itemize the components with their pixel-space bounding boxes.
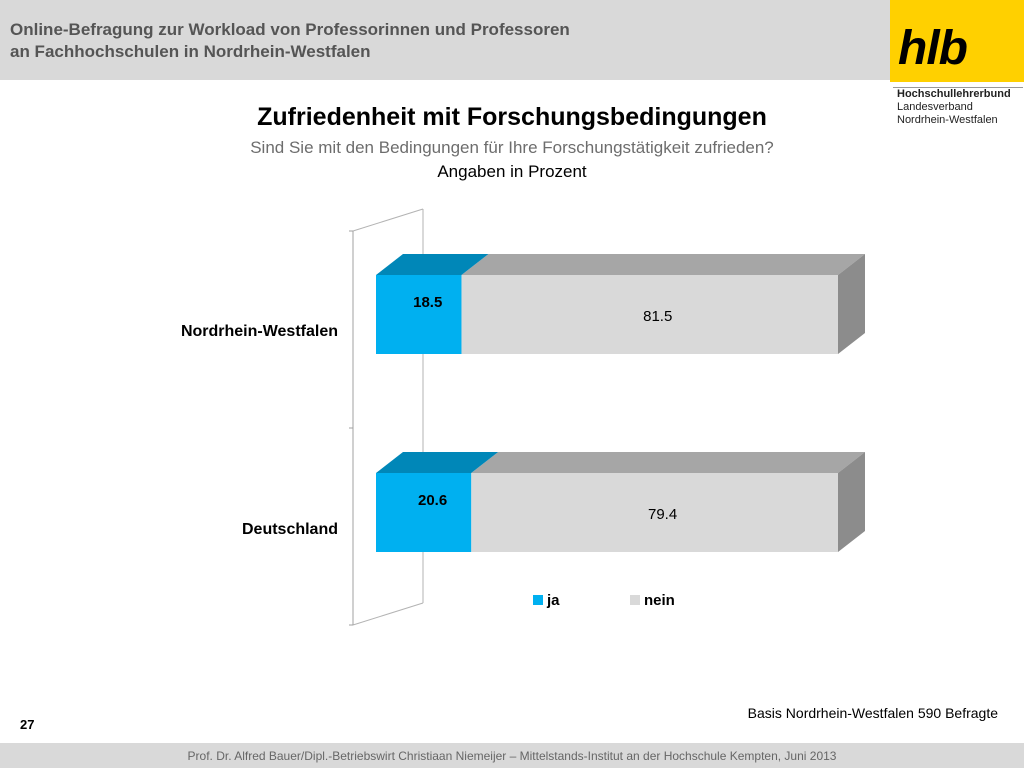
bar-nein-top-1 xyxy=(471,452,865,473)
bar-ja-top-0 xyxy=(376,254,489,275)
footer-text: Prof. Dr. Alfred Bauer/Dipl.-Betriebswir… xyxy=(187,749,837,763)
axis-depth-top xyxy=(352,208,424,232)
footer-bar: Prof. Dr. Alfred Bauer/Dipl.-Betriebswir… xyxy=(0,743,1024,768)
bar-ja-1 xyxy=(376,473,472,552)
org-name-line-1: Hochschullehrerbund xyxy=(897,88,1011,100)
category-label-1: Deutschland xyxy=(242,521,338,538)
bar-nein-1 xyxy=(471,473,838,552)
bar-nein-side-1 xyxy=(838,452,865,552)
basis-note: Basis Nordrhein-Westfalen 590 Befragte xyxy=(747,705,998,721)
axis-depth-bottom xyxy=(352,602,424,626)
logo-divider xyxy=(893,87,1023,88)
chart-title: Zufriedenheit mit Forschungsbedingungen xyxy=(257,103,767,131)
hlb-logo-text: hlb xyxy=(898,22,968,75)
page-number: 27 xyxy=(20,717,35,732)
legend-swatch-ja xyxy=(533,595,543,605)
bar-ja-top-1 xyxy=(376,452,499,473)
bar-nein-top-0 xyxy=(461,254,865,275)
legend-label-nein: nein xyxy=(644,592,675,609)
hlb-logo: hlb xyxy=(890,0,1024,82)
data-label-ja-0: 18.5 xyxy=(413,294,442,311)
data-label-nein-1: 79.4 xyxy=(648,506,677,523)
data-label-ja-1: 20.6 xyxy=(418,492,447,509)
bar-nein-side-0 xyxy=(838,254,865,354)
header-title-line-1: Online-Befragung zur Workload von Profes… xyxy=(10,20,570,39)
header-bar: Online-Befragung zur Workload von Profes… xyxy=(0,0,890,80)
bar-nein-0 xyxy=(461,275,838,354)
chart-subtitle: Sind Sie mit den Bedingungen für Ihre Fo… xyxy=(250,138,774,157)
chart-unit-label: Angaben in Prozent xyxy=(437,162,587,181)
bar-ja-0 xyxy=(376,275,462,354)
legend-label-ja: ja xyxy=(546,592,560,609)
header-title-line-2: an Fachhochschulen in Nordrhein-Westfale… xyxy=(10,42,371,61)
legend-swatch-nein xyxy=(630,595,640,605)
data-label-nein-0: 81.5 xyxy=(643,308,672,325)
org-name-line-2: Landesverband xyxy=(897,101,973,113)
category-label-0: Nordrhein-Westfalen xyxy=(181,323,338,340)
org-name-line-3: Nordrhein-Westfalen xyxy=(897,114,998,126)
